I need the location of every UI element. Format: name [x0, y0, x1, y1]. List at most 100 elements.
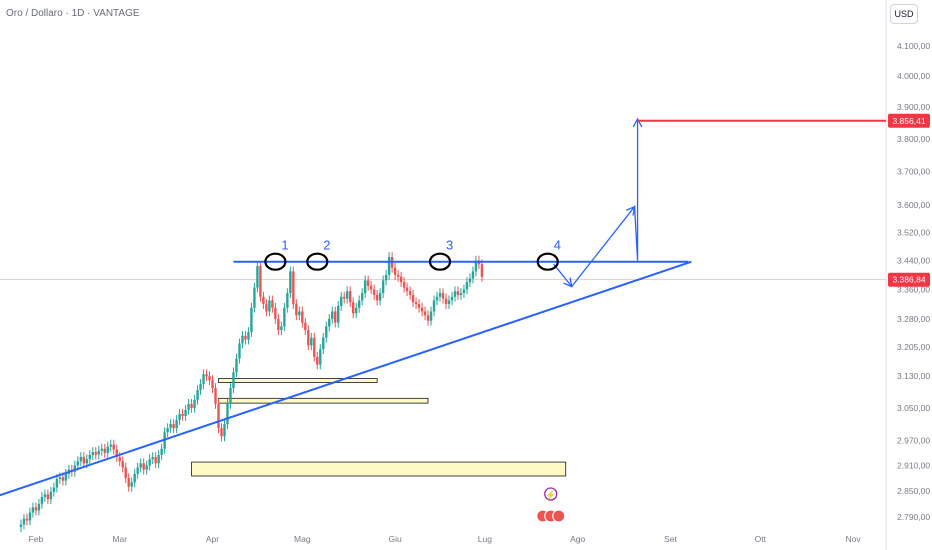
candle-body[interactable] — [238, 343, 241, 359]
candle-body[interactable] — [259, 265, 262, 297]
candle-body[interactable] — [139, 463, 142, 468]
candle-body[interactable] — [73, 465, 77, 472]
candle-body[interactable] — [417, 304, 421, 308]
candle-body[interactable] — [229, 388, 232, 404]
candle-body[interactable] — [289, 271, 292, 294]
candle-body[interactable] — [178, 413, 181, 421]
candle-body[interactable] — [462, 289, 466, 294]
candle-body[interactable] — [393, 267, 397, 275]
candle-body[interactable] — [118, 457, 121, 462]
candle-body[interactable] — [232, 372, 235, 389]
candle-body[interactable] — [25, 518, 29, 521]
candle-body[interactable] — [250, 307, 253, 333]
candle-body[interactable] — [378, 293, 382, 301]
candle-body[interactable] — [37, 503, 41, 511]
candle-body[interactable] — [244, 335, 247, 340]
candle-body[interactable] — [187, 403, 190, 410]
candle-body[interactable] — [154, 457, 157, 464]
peak-circle[interactable] — [264, 252, 287, 271]
candle-body[interactable] — [346, 291, 349, 299]
candle-body[interactable] — [447, 300, 451, 305]
support-zone[interactable] — [218, 397, 429, 404]
candle-body[interactable] — [426, 315, 430, 321]
candle-body[interactable] — [148, 459, 151, 466]
candle-body[interactable] — [52, 487, 56, 492]
candle-body[interactable] — [226, 403, 229, 425]
candle-body[interactable] — [357, 300, 361, 308]
peak-circle[interactable] — [428, 252, 452, 271]
candle-body[interactable] — [55, 478, 59, 488]
candle-body[interactable] — [268, 300, 271, 312]
candle-body[interactable] — [127, 478, 130, 487]
candle-body[interactable] — [109, 444, 112, 447]
candle-body[interactable] — [450, 296, 454, 301]
candle-body[interactable] — [313, 337, 316, 357]
candle-body[interactable] — [298, 311, 301, 316]
candle-body[interactable] — [271, 300, 274, 308]
candle-body[interactable] — [193, 399, 196, 408]
candle-body[interactable] — [277, 318, 280, 331]
currency-button[interactable]: USD — [890, 4, 918, 24]
candle-body[interactable] — [474, 260, 478, 272]
candle-body[interactable] — [366, 280, 370, 286]
candle-body[interactable] — [202, 374, 205, 385]
candle-body[interactable] — [136, 467, 139, 474]
candle-body[interactable] — [435, 296, 439, 301]
candle-body[interactable] — [112, 444, 115, 450]
candle-body[interactable] — [349, 291, 352, 303]
candle-body[interactable] — [172, 424, 175, 429]
candle-body[interactable] — [253, 287, 256, 308]
candle-body[interactable] — [414, 302, 418, 305]
candle-body[interactable] — [22, 518, 26, 525]
candle-body[interactable] — [337, 305, 340, 323]
candle-body[interactable] — [283, 307, 286, 327]
candle-body[interactable] — [145, 465, 148, 470]
candle-body[interactable] — [130, 482, 133, 487]
candle-body[interactable] — [387, 257, 391, 275]
candle-body[interactable] — [354, 307, 358, 314]
candle-body[interactable] — [199, 384, 202, 390]
candle-body[interactable] — [79, 457, 83, 462]
peak-circle[interactable] — [306, 252, 329, 271]
candle-body[interactable] — [322, 337, 325, 350]
candle-body[interactable] — [241, 335, 244, 344]
candle-body[interactable] — [151, 457, 154, 460]
candle-body[interactable] — [286, 293, 289, 308]
candle-body[interactable] — [456, 291, 460, 295]
candle-body[interactable] — [124, 467, 127, 479]
candle-body[interactable] — [121, 461, 124, 468]
candle-body[interactable] — [247, 332, 250, 340]
candle-body[interactable] — [420, 307, 424, 312]
candle-body[interactable] — [295, 304, 298, 316]
candle-body[interactable] — [372, 289, 376, 295]
flash-icon[interactable] — [544, 487, 558, 501]
candle-body[interactable] — [142, 463, 145, 470]
candle-body[interactable] — [331, 311, 334, 319]
candle-body[interactable] — [76, 461, 80, 466]
candle-body[interactable] — [429, 311, 433, 321]
candle-body[interactable] — [441, 293, 445, 299]
candle-body[interactable] — [88, 454, 91, 460]
candle-body[interactable] — [58, 477, 62, 479]
candle-body[interactable] — [411, 294, 415, 303]
candle-body[interactable] — [402, 282, 406, 288]
candle-body[interactable] — [256, 265, 259, 288]
candle-body[interactable] — [480, 264, 484, 277]
candle-body[interactable] — [61, 477, 65, 481]
candle-body[interactable] — [97, 450, 100, 455]
candle-body[interactable] — [115, 449, 118, 458]
candle-body[interactable] — [205, 374, 208, 377]
candle-body[interactable] — [432, 300, 436, 312]
candle-body[interactable] — [468, 278, 472, 283]
candle-body[interactable] — [360, 293, 364, 301]
candle-body[interactable] — [265, 304, 268, 312]
candle-body[interactable] — [459, 293, 463, 295]
candle-body[interactable] — [444, 298, 448, 305]
candle-body[interactable] — [471, 271, 475, 279]
candle-body[interactable] — [399, 276, 403, 283]
candle-body[interactable] — [328, 318, 331, 327]
candle-body[interactable] — [133, 473, 136, 483]
candle-body[interactable] — [363, 280, 367, 294]
candle-body[interactable] — [190, 403, 193, 408]
